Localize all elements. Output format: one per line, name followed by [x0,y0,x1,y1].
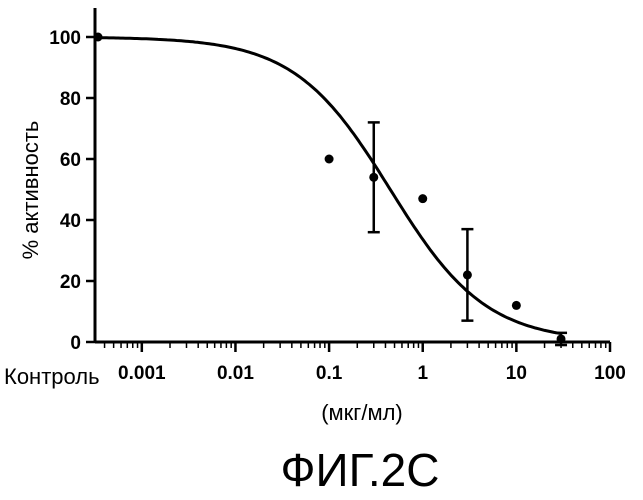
x-tick-label: 0.001 [118,363,166,384]
x-tick-label: 10 [506,363,527,384]
y-tick-label: 20 [60,272,81,293]
y-tick-label: 0 [70,333,81,354]
x-tick-label-control: Контроль [4,364,100,389]
y-axis-title: % активность [18,121,43,260]
fit-curve-group [95,38,561,334]
y-tick-label: 100 [49,28,81,49]
fit-curve [95,38,561,334]
data-point [94,33,103,42]
figure-caption: ФИГ.2С [281,444,440,496]
y-tick-label: 60 [60,150,81,171]
plot-area [95,8,610,342]
data-point [325,155,334,164]
x-tick-label: 100 [594,363,626,384]
y-tick-label: 40 [60,211,81,232]
data-point [557,334,566,343]
data-point [463,270,472,279]
x-tick-label: 0.01 [217,363,254,384]
tick-group: 0 20 40 60 80 100 Контроль 0.001 0.01 0.1 1 10 100 [4,28,626,389]
x-tick-label: 0.1 [316,363,343,384]
data-point [418,194,427,203]
data-points-group [94,33,568,346]
x-tick-label: 1 [417,363,428,384]
data-point [369,173,378,182]
y-tick-label: 80 [60,89,81,110]
data-point [512,301,521,310]
x-axis-title: (мкг/мл) [321,400,403,425]
